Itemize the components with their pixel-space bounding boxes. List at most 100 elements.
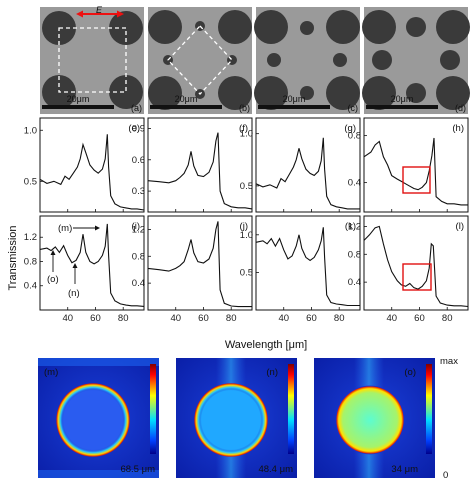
- field-band: [38, 470, 159, 478]
- panel-tag: (l): [456, 221, 464, 232]
- y-tick-label: 0.9: [132, 123, 145, 134]
- y-tick-label: 0.8: [348, 249, 361, 260]
- highlight-box-h: [402, 166, 431, 194]
- y-tick-label: 0.6: [132, 155, 145, 166]
- field-panel-n: (n) 48.4 μm: [176, 358, 297, 478]
- arrow-head-left-icon: [76, 10, 83, 18]
- series-line: [147, 221, 252, 308]
- y-tick-label: 0.4: [348, 277, 361, 288]
- y-tick-label: 0.8: [348, 131, 361, 142]
- sem-panel-b: 20μm (b): [148, 7, 252, 114]
- y-tick-label: 0.4: [24, 281, 37, 292]
- sem-hole: [148, 10, 182, 44]
- sem-hole: [326, 10, 360, 44]
- sem-small-hole: [300, 21, 314, 35]
- chart-e: 0.5 1.0 (e): [24, 117, 145, 213]
- panel-tag: (o): [404, 367, 416, 378]
- y-tick-label: 0.5: [24, 176, 37, 187]
- x-tick-label: 40: [62, 313, 73, 324]
- y-tick-label: 0.4: [348, 178, 361, 189]
- panel-tag: (e): [128, 123, 140, 134]
- sem-small-hole: [267, 53, 281, 67]
- y-tick-label: 1.0: [240, 129, 253, 140]
- sem-panel-c: 20μm (c): [254, 7, 360, 114]
- plot-frame: [363, 215, 469, 311]
- panel-tag: (g): [344, 123, 356, 134]
- field-band: [38, 358, 159, 366]
- y-tick-label: 0.5: [240, 267, 253, 278]
- panel-tag: (b): [239, 103, 250, 113]
- e-field-label: E: [96, 5, 103, 15]
- field-panel-o: (o) 34 μm: [314, 358, 435, 478]
- plot-frame: [255, 117, 361, 213]
- sem-hole: [362, 10, 396, 44]
- unit-cell-outline: [167, 25, 233, 95]
- scale-bar: [366, 105, 438, 109]
- x-tick-label: 40: [386, 313, 397, 324]
- y-tick-label: 1.0: [24, 125, 37, 136]
- sem-hole: [436, 10, 470, 44]
- sem-panel-d: 20μm (d): [362, 7, 470, 114]
- scale-bar-label: 20μm: [67, 94, 90, 104]
- x-axis-title: Wavelength [μm]: [225, 339, 307, 351]
- scale-bar: [42, 105, 114, 109]
- panel-tag: (d): [455, 103, 466, 113]
- x-tick-label: 80: [226, 313, 237, 324]
- y-tick-label: 1.2: [24, 232, 37, 243]
- field-ring: [56, 383, 130, 457]
- x-tick-label: 40: [170, 313, 181, 324]
- wavelength-label: 48.4 μm: [258, 464, 293, 475]
- series-line: [363, 225, 469, 308]
- y-tick-label: 0.3: [132, 186, 145, 197]
- annotation-label: (m): [58, 223, 72, 234]
- plot-frame: [147, 215, 253, 311]
- x-tick-label: 60: [306, 313, 317, 324]
- plot-frame: [39, 117, 145, 213]
- x-tick-label: 80: [334, 313, 345, 324]
- arrow-head-right-icon: [117, 10, 124, 18]
- series-line: [147, 132, 253, 210]
- y-tick-label: 0.8: [24, 256, 37, 267]
- panel-tag: (n): [266, 367, 278, 378]
- plot-frame: [39, 215, 145, 311]
- field-panel-m: (m) 68.5 μm: [38, 358, 159, 478]
- scale-bar: [258, 105, 330, 109]
- colorbar: [426, 364, 432, 454]
- highlight-box-l: [402, 263, 432, 291]
- sem-hole: [218, 10, 252, 44]
- series-line: [255, 227, 360, 307]
- sem-small-hole: [300, 86, 314, 100]
- field-ring: [335, 385, 405, 455]
- panel-tag: (k): [345, 221, 356, 232]
- sem-panel-a: E 20μm (a): [40, 5, 144, 114]
- sem-medium-hole: [372, 50, 392, 70]
- sem-medium-hole: [440, 50, 460, 70]
- sem-hole: [254, 10, 288, 44]
- panel-tag: (m): [44, 367, 58, 378]
- scale-bar-label: 20μm: [391, 94, 414, 104]
- sem-medium-hole: [406, 17, 426, 37]
- panel-tag: (h): [452, 123, 464, 134]
- series-line: [39, 223, 145, 307]
- sem-hole: [436, 76, 470, 110]
- chart-g: 0.5 1.0 (g): [240, 117, 361, 213]
- transmission-charts: 0.51.0 (e)0.30.60.9 (f)0.51.0(g)0.40.8(h)0…: [24, 117, 469, 324]
- y-tick-label: 1.2: [132, 224, 145, 235]
- chart-f: 0.3 0.6 0.9 (f): [132, 117, 253, 213]
- colorbar-max-label: max: [440, 356, 458, 367]
- x-tick-label: 60: [198, 313, 209, 324]
- colorbar-min-label: 0: [443, 470, 448, 481]
- colorbar: [288, 364, 294, 454]
- x-tick-label: 60: [90, 313, 101, 324]
- sem-hole: [218, 76, 252, 110]
- y-tick-label: 0.8: [132, 251, 145, 262]
- field-ring: [194, 383, 268, 457]
- x-tick-label: 80: [118, 313, 129, 324]
- chart-k: 0.5 1.0 40 60 80 (k): [240, 215, 361, 324]
- y-tick-label: 0.4: [132, 278, 145, 289]
- sem-hole: [109, 75, 143, 109]
- plot-frame: [147, 117, 253, 213]
- chart-h: 0.4 0.8 (h): [348, 117, 469, 213]
- sem-medium-hole: [406, 83, 426, 103]
- panel-tag: (i): [132, 221, 140, 232]
